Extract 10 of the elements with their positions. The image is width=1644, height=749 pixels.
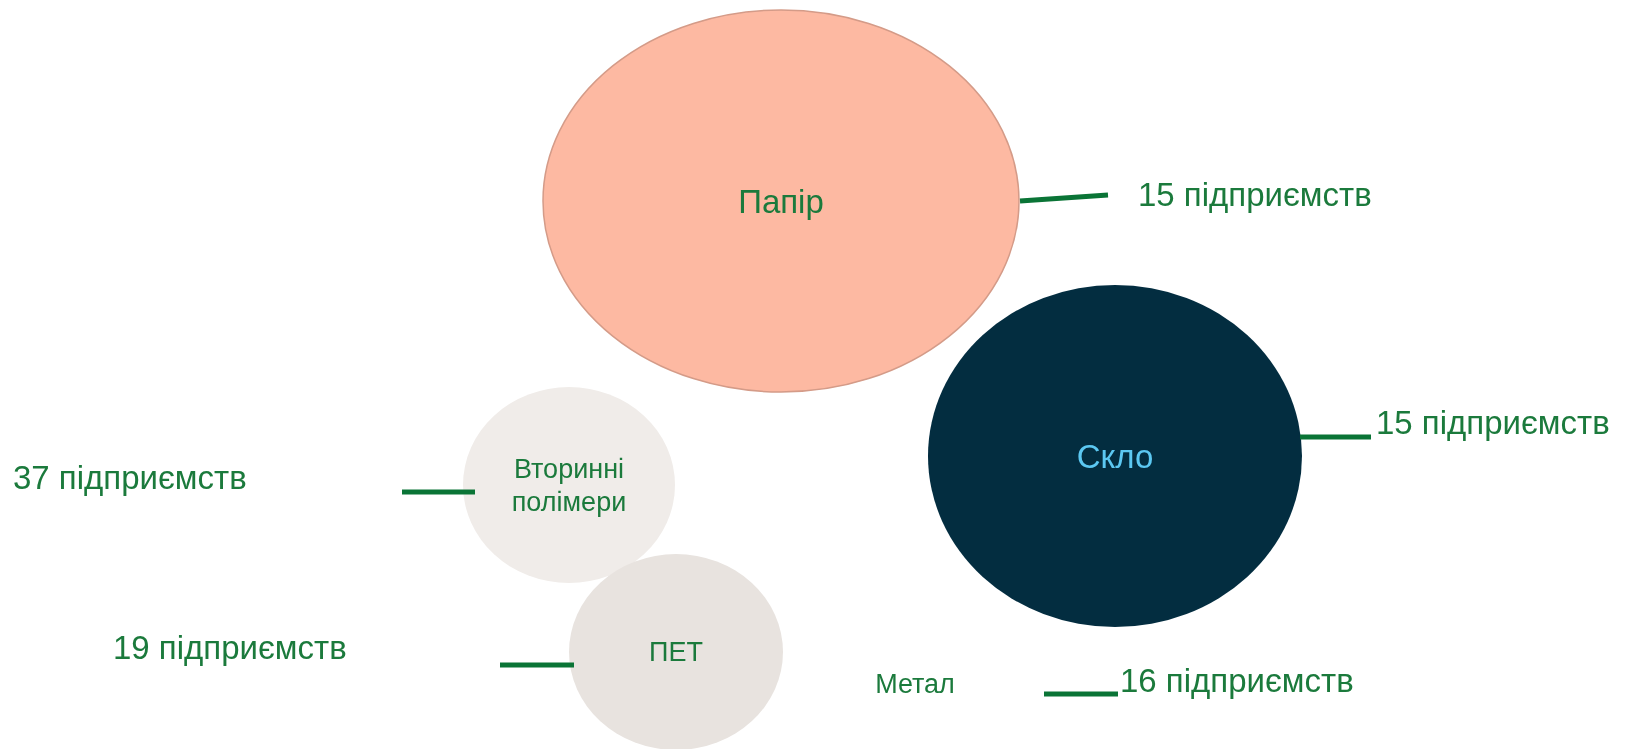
data-label: 37 підприємств — [13, 458, 247, 496]
category-label: ПЕТ — [649, 637, 703, 668]
data-label: 15 підприємств — [1376, 403, 1610, 441]
data-label: 16 підприємств — [1120, 661, 1354, 699]
category-label: Скло — [1076, 437, 1154, 475]
category-label: Вторинні полімери — [511, 453, 627, 518]
category-label: Метал — [875, 669, 955, 700]
data-label: 15 підприємств — [1138, 175, 1372, 213]
data-label: 19 підприємств — [113, 628, 347, 666]
category-label: Папір — [738, 182, 824, 220]
